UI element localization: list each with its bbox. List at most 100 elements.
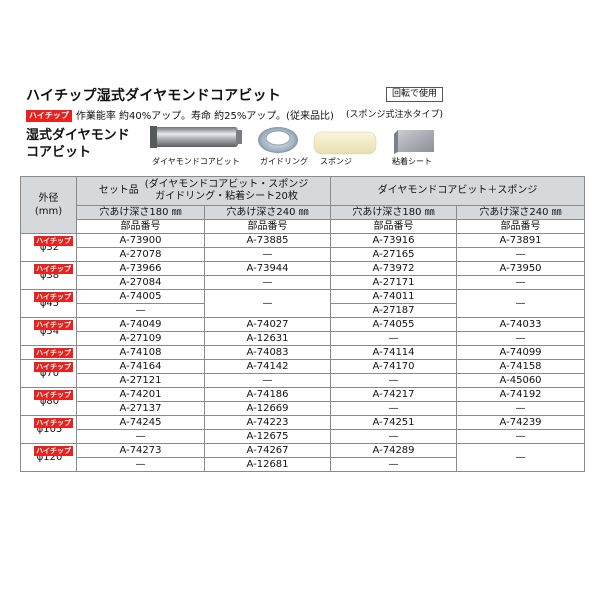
part-number-cell: A-74251	[330, 415, 458, 430]
hichip-badge: ハイチップ	[34, 418, 73, 428]
part-number-cell: A-74164	[76, 359, 205, 374]
part-number-cell: A-12631	[203, 331, 332, 346]
caption-sponge: スポンジ	[320, 157, 352, 166]
part-number-cell: A-74170	[330, 359, 458, 374]
part-number-cell: A-73950	[456, 261, 586, 276]
part-number-cell: A-27078	[76, 247, 205, 262]
part-number-cell: A-74033	[456, 317, 586, 332]
diameter-cell: φ54 ハイチップ	[20, 317, 77, 346]
set-header: セット品 (ダイヤモンドコアビット・スポンジ ガイドリング・粘着シート20枚	[75, 176, 332, 206]
part-number-cell: A-74108	[76, 345, 205, 360]
part-number-cell: A-74192	[456, 387, 586, 402]
diameter-value: φ38	[39, 269, 60, 281]
table-row: — A-12675— —	[21, 429, 586, 444]
hichip-badge: ハイチップ	[34, 320, 73, 330]
caption-adhesive-sheet: 粘着シート	[392, 157, 432, 166]
diameter-value: φ54	[39, 325, 60, 337]
hichip-badge: ハイチップ	[34, 292, 73, 302]
outer-diameter-label: 外径	[38, 193, 59, 204]
hichip-badge: ハイチップ	[34, 264, 73, 274]
part-number-cell: A-27171	[330, 275, 458, 290]
section-title-line1: 湿式ダイヤモンド	[26, 128, 130, 143]
diameter-cell: φ38 ハイチップ	[20, 261, 77, 290]
part-number-cell: —	[76, 457, 205, 472]
part-number-cell: A-74158	[456, 359, 586, 374]
part-number-cell: A-74049	[76, 317, 205, 332]
part-number-cell: A-73885	[203, 233, 332, 248]
part-number-cell: A-27084	[76, 275, 205, 290]
depth-240-header: 穴あけ深さ240 ㎜	[456, 205, 586, 220]
diameter-cell: φ65ハイチップ	[20, 345, 77, 360]
depth-240-header: 穴あけ深さ240 ㎜	[203, 205, 332, 220]
diamond-core-bit-image	[150, 126, 242, 148]
diameter-value: φ45	[39, 297, 60, 309]
part-number-cell: A-27165	[330, 247, 458, 262]
part-number-cell: —	[203, 275, 332, 290]
part-number-cell: A-73900	[76, 233, 205, 248]
part-number-cell: A-45060	[456, 373, 586, 388]
diameter-value: φ120	[36, 451, 63, 463]
part-number-cell: A-12669	[203, 401, 332, 416]
table-row: φ80 ハイチップ A-74201 A-74186 A-74217 A-74192	[20, 387, 586, 416]
part-number-cell: A-74114	[330, 345, 458, 360]
part-number-cell: A-74005	[76, 289, 205, 304]
part-number-cell: A-27187	[330, 303, 458, 318]
outer-diameter-header: 外径 (mm)	[20, 176, 77, 234]
part-number-cell: A-74142	[203, 359, 332, 374]
usage-note: (スポンジ式注水タイプ)	[346, 110, 444, 120]
usage-box: 回転で使用	[386, 87, 444, 102]
depth-180-header: 穴あけ深さ180 ㎜	[330, 205, 458, 220]
part-number-cell: A-74217	[330, 387, 458, 402]
diameter-cell: φ120 ハイチップ	[20, 443, 77, 472]
page-title: ハイチップ湿式ダイヤモンドコアビット	[26, 88, 281, 104]
part-number-cell: A-73966	[76, 261, 205, 276]
part-number-cell: —	[456, 275, 586, 290]
diameter-cell: φ80 ハイチップ	[20, 387, 77, 416]
part-number-cell: A-27109	[76, 331, 205, 346]
table-row: φ45 ハイチップ A-74005— A-74011—	[20, 289, 586, 318]
part-number-cell: A-73972	[330, 261, 458, 276]
part-number-cell: A-74273	[76, 443, 205, 458]
part-number-cell: A-27137	[76, 401, 205, 416]
part-number-cell: —	[456, 443, 586, 472]
spec-table: 外径 (mm) セット品 (ダイヤモンドコアビット・スポンジ ガイドリング・粘着…	[20, 176, 586, 472]
part-no-header: 部品番号	[203, 219, 332, 234]
table-row: A-27109 A-12631— —	[21, 331, 586, 346]
table-row: φ38 ハイチップ A-73966 A-73944 A-73972 A-73950	[20, 261, 586, 290]
part-number-cell: A-74245	[76, 415, 205, 430]
part-number-cell: —	[203, 247, 332, 262]
section-title-line2: コアビット	[26, 145, 92, 160]
part-number-cell: A-74201	[76, 387, 205, 402]
part-number-cell: —	[456, 331, 586, 346]
table-row: A-27137 A-12669— —	[21, 401, 586, 416]
part-number-cell: —	[203, 373, 332, 388]
feature-line: ハイチップ 作業能率 約40%アップ。寿命 約25%アップ。(従来品比)	[26, 107, 334, 122]
part-number-cell: A-74027	[203, 317, 332, 332]
hichip-badge: ハイチップ	[34, 348, 73, 358]
product-header: ハイチップ湿式ダイヤモンドコアビット ハイチップ 作業能率 約40%アップ。寿命 …	[20, 85, 580, 175]
hichip-badge: ハイチップ	[34, 390, 73, 400]
hichip-badge: ハイチップ	[34, 362, 73, 372]
part-number-cell: A-74223	[203, 415, 332, 430]
part-number-cell: —	[76, 429, 205, 444]
part-number-cell: A-74083	[203, 345, 332, 360]
part-number-cell: —	[330, 373, 458, 388]
diameter-cell: φ45 ハイチップ	[20, 289, 77, 318]
part-number-cell: —	[456, 289, 586, 318]
part-no-header: 部品番号	[456, 219, 586, 234]
part-number-cell: —	[456, 429, 586, 444]
section-title: 湿式ダイヤモンド コアビット	[26, 127, 130, 161]
part-number-cell: A-74239	[456, 415, 586, 430]
sponge-image	[313, 131, 377, 155]
diameter-cell: φ105 ハイチップ	[20, 415, 77, 444]
part-no-header: 部品番号	[330, 219, 458, 234]
set-line-1: (ダイヤモンドコアビット・スポンジ	[144, 179, 309, 190]
feature-text: 作業能率 約40%アップ。寿命 約25%アップ。(従来品比)	[75, 111, 334, 122]
part-number-cell: A-73916	[330, 233, 458, 248]
diameter-value: φ32	[39, 241, 60, 253]
part-number-cell: —	[330, 457, 458, 472]
table-row: φ54 ハイチップ A-74049 A-74027 A-74055 A-74033	[20, 317, 586, 346]
outer-diameter-unit: (mm)	[34, 206, 63, 217]
part-number-cell: A-12681	[203, 457, 332, 472]
table-row: A-27121— — A-45060	[21, 373, 586, 388]
